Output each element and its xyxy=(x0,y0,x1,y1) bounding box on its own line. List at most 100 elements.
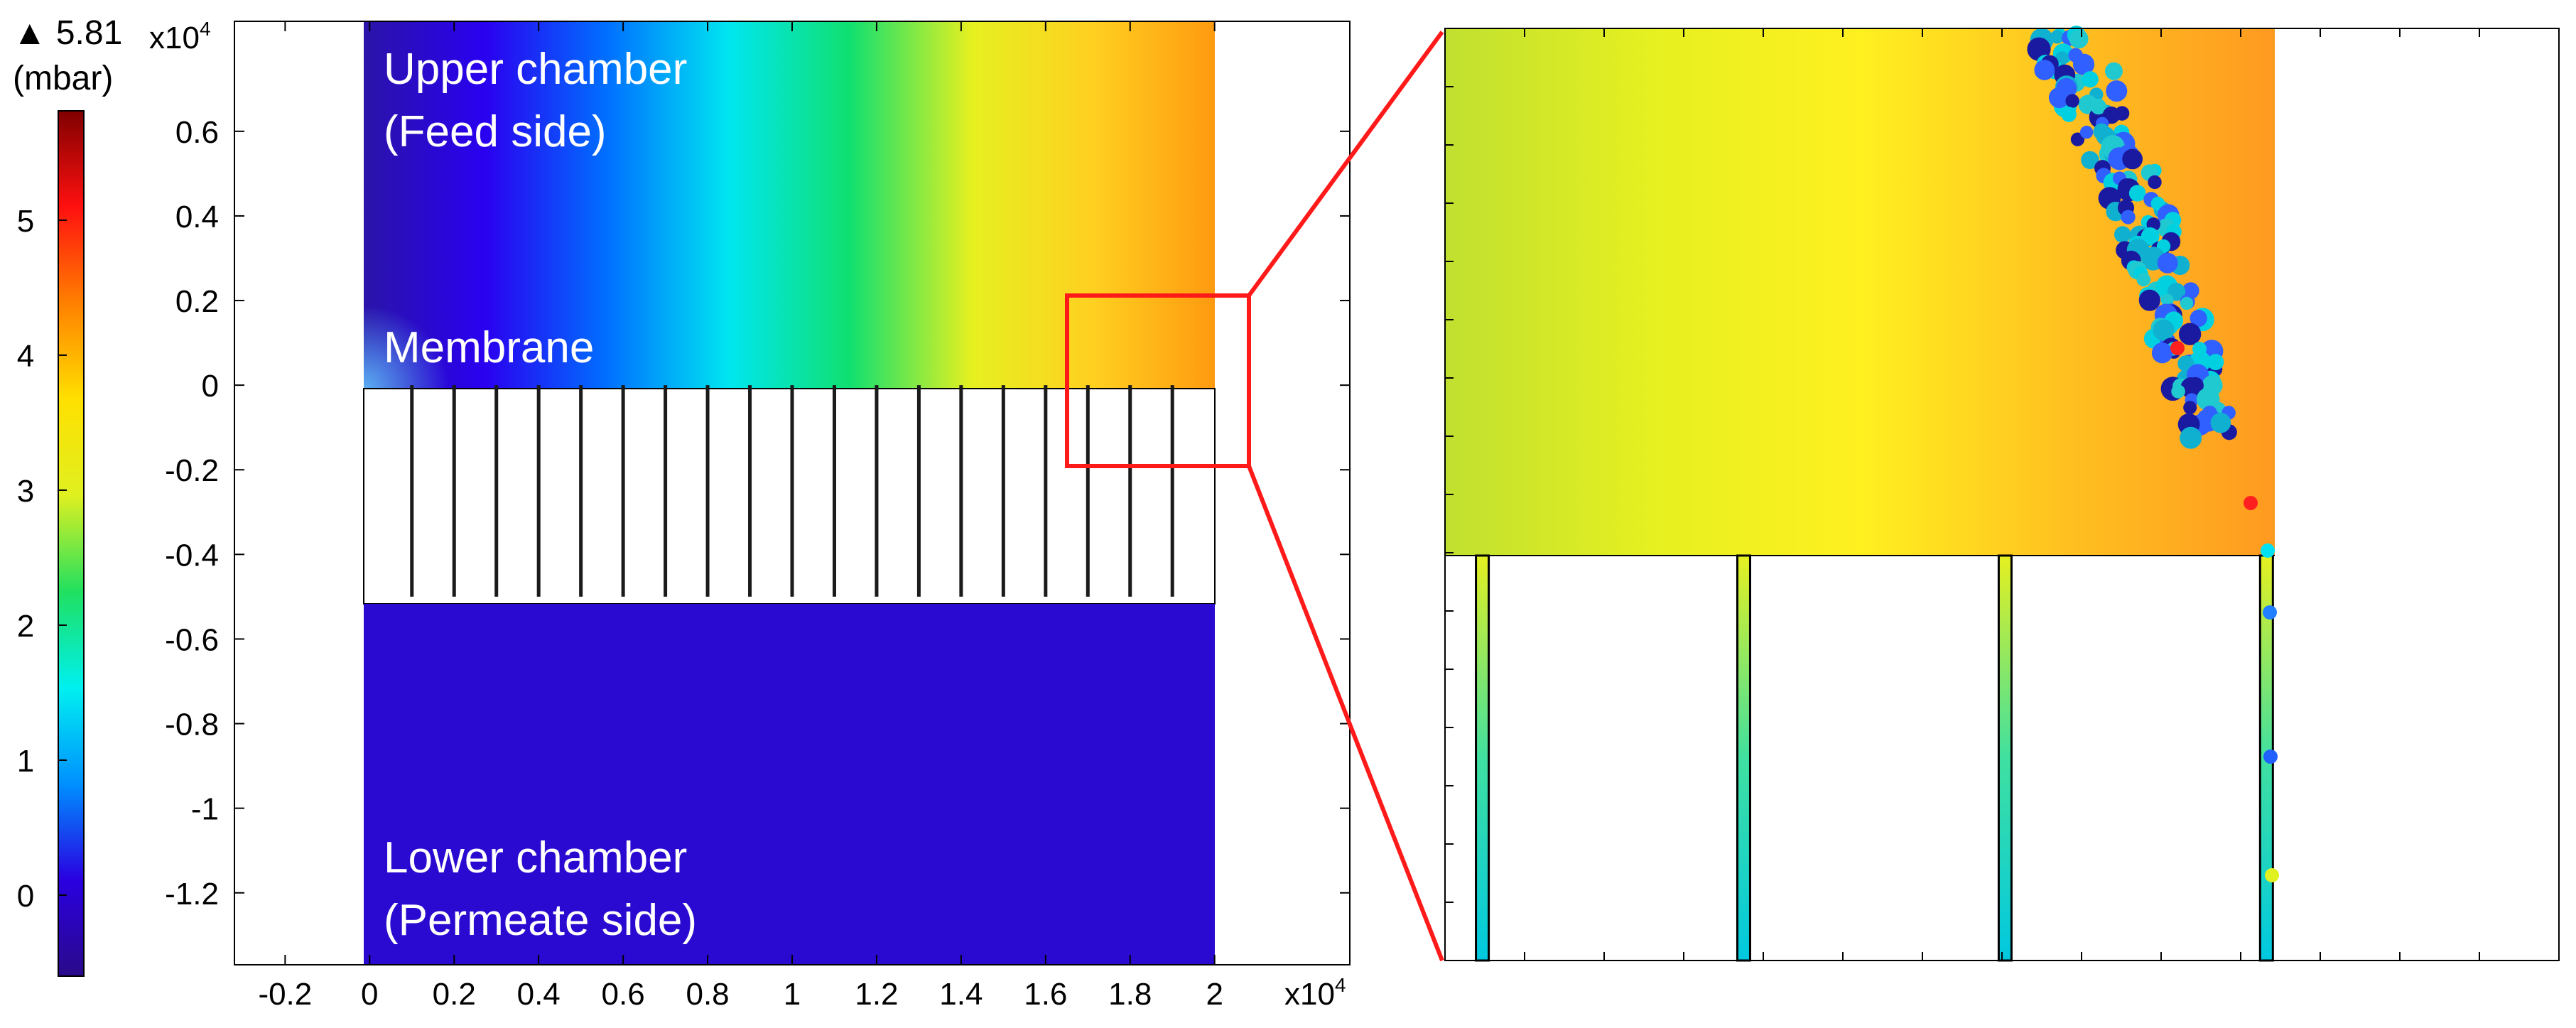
x-tick-label: 1.6 xyxy=(1024,977,1067,1012)
x-tick-label: 1.8 xyxy=(1108,977,1152,1012)
upper-chamber-field xyxy=(364,21,1215,389)
svg-text:x104: x104 xyxy=(149,18,211,55)
x-tick-label: 0.6 xyxy=(602,977,645,1012)
particle xyxy=(2196,387,2220,411)
x-tick-label: 1 xyxy=(784,977,801,1012)
x-tick-label: 1.4 xyxy=(939,977,983,1012)
y-tick-label: -0.8 xyxy=(165,708,219,742)
particle xyxy=(2128,185,2146,202)
particle-trajectories xyxy=(2027,26,2279,882)
particle xyxy=(2079,125,2094,139)
colorbar-tick-label: 0 xyxy=(17,879,34,914)
colorbar-tick-label: 4 xyxy=(17,339,34,374)
particle xyxy=(2148,175,2162,190)
y-multiplier-base: x10 xyxy=(149,21,200,55)
membrane-label: Membrane xyxy=(384,323,594,372)
main-x-axis: -0.2 0 0.2 0.4 0.6 0.8 1 1.2 1.4 1.6 1.8 2 xyxy=(258,21,1223,1012)
particle xyxy=(2186,326,2199,340)
y-tick-label: -1.2 xyxy=(165,877,219,911)
y-tick-label: -0.2 xyxy=(165,453,219,488)
particle xyxy=(2065,94,2079,108)
x-tick-label: 1.2 xyxy=(855,977,898,1012)
lower-chamber-label: Lower chamber xyxy=(384,833,687,882)
membrane xyxy=(363,388,1216,605)
zoom-membrane-channel xyxy=(1736,554,1751,962)
colorbar-max-label: ▲ 5.81 xyxy=(13,14,122,52)
particle xyxy=(2082,71,2099,88)
particle xyxy=(2263,605,2277,619)
y-tick-label: -0.4 xyxy=(165,538,219,573)
feed-side-label: (Feed side) xyxy=(384,107,607,156)
particle xyxy=(2190,310,2207,328)
svg-text:x104: x104 xyxy=(1284,974,1346,1012)
particle xyxy=(2121,210,2136,224)
particle xyxy=(2153,319,2175,341)
particle xyxy=(2050,30,2064,44)
y-tick-label: -1 xyxy=(191,792,219,827)
zoom-highlight-box xyxy=(1065,293,1251,468)
zoom-plot xyxy=(1444,26,2560,962)
particle xyxy=(2069,29,2089,49)
particle xyxy=(2081,151,2099,169)
x-tick-label: 0 xyxy=(361,977,378,1012)
particle xyxy=(2136,272,2151,287)
zoom-connector-bottom xyxy=(1247,465,1444,962)
particle xyxy=(2183,401,2197,415)
particle xyxy=(2048,87,2070,109)
permeate-side-label: (Permeate side) xyxy=(384,896,697,945)
colorbar-ticks: 0 1 2 3 4 5 xyxy=(17,204,67,914)
membrane-channels xyxy=(410,385,1174,597)
particle xyxy=(2151,342,2173,364)
particle xyxy=(2171,384,2185,399)
particle xyxy=(2090,98,2106,115)
y-tick-label: 0 xyxy=(202,369,219,404)
x-tick-label: 0.8 xyxy=(686,977,729,1012)
y-axis-multiplier: x104 xyxy=(149,18,211,55)
zoom-membrane-channel xyxy=(1997,554,2013,962)
colorbar-tick-label: 2 xyxy=(17,609,34,644)
lower-chamber-field xyxy=(364,604,1215,965)
x-tick-label: 2 xyxy=(1206,977,1223,1012)
particle xyxy=(2055,51,2069,65)
colorbar-tick-label: 1 xyxy=(17,744,34,779)
particle xyxy=(2180,296,2194,310)
particle xyxy=(2122,148,2143,170)
colorbar-unit-label: (mbar) xyxy=(13,60,113,97)
main-y-axis: 0.6 0.4 0.2 0 -0.2 -0.4 -0.6 -0.8 -1 -1.2 xyxy=(165,115,1350,911)
x-axis-multiplier: x104 xyxy=(1284,974,1346,1012)
x-multiplier-base: x10 xyxy=(1284,977,1335,1012)
x-multiplier-exponent: 4 xyxy=(1335,974,1346,996)
y-multiplier-exponent: 4 xyxy=(200,18,211,40)
colorbar: ▲ 5.81 (mbar) 0 1 2 3 4 5 xyxy=(13,14,122,977)
particle xyxy=(2207,354,2224,371)
zoom-connector-top xyxy=(1247,31,1444,297)
zoom-feed-field xyxy=(1445,28,2275,556)
zoom-membrane-channel xyxy=(1475,554,1490,962)
main-plot: -0.2 0 0.2 0.4 0.6 0.8 1 1.2 1.4 1.6 1.8 2 0.60.40.… xyxy=(149,18,1351,1012)
y-tick-label: 0.2 xyxy=(175,284,219,319)
x-tick-label: 0.2 xyxy=(433,977,476,1012)
particle xyxy=(2034,60,2055,80)
particle xyxy=(2138,289,2160,311)
particle xyxy=(2072,53,2095,75)
particle xyxy=(2114,226,2131,243)
particle xyxy=(2170,341,2185,355)
y-tick-label: -0.6 xyxy=(165,622,219,657)
particle xyxy=(2160,293,2174,307)
particle xyxy=(2180,377,2202,399)
colorbar-tick-label: 5 xyxy=(17,204,34,239)
y-tick-label: 0.4 xyxy=(175,200,219,234)
particle xyxy=(2157,252,2178,274)
inlet-glow xyxy=(364,305,449,389)
particle xyxy=(2210,412,2231,433)
particle xyxy=(2263,750,2278,764)
particle xyxy=(2261,543,2275,558)
colorbar-tick-label: 3 xyxy=(17,474,34,509)
x-tick-label: 0.4 xyxy=(517,977,561,1012)
particle xyxy=(2070,132,2085,146)
y-tick-label: 0.6 xyxy=(175,115,219,150)
particle xyxy=(2105,62,2123,80)
particle xyxy=(2265,868,2279,882)
particle xyxy=(2106,80,2128,102)
